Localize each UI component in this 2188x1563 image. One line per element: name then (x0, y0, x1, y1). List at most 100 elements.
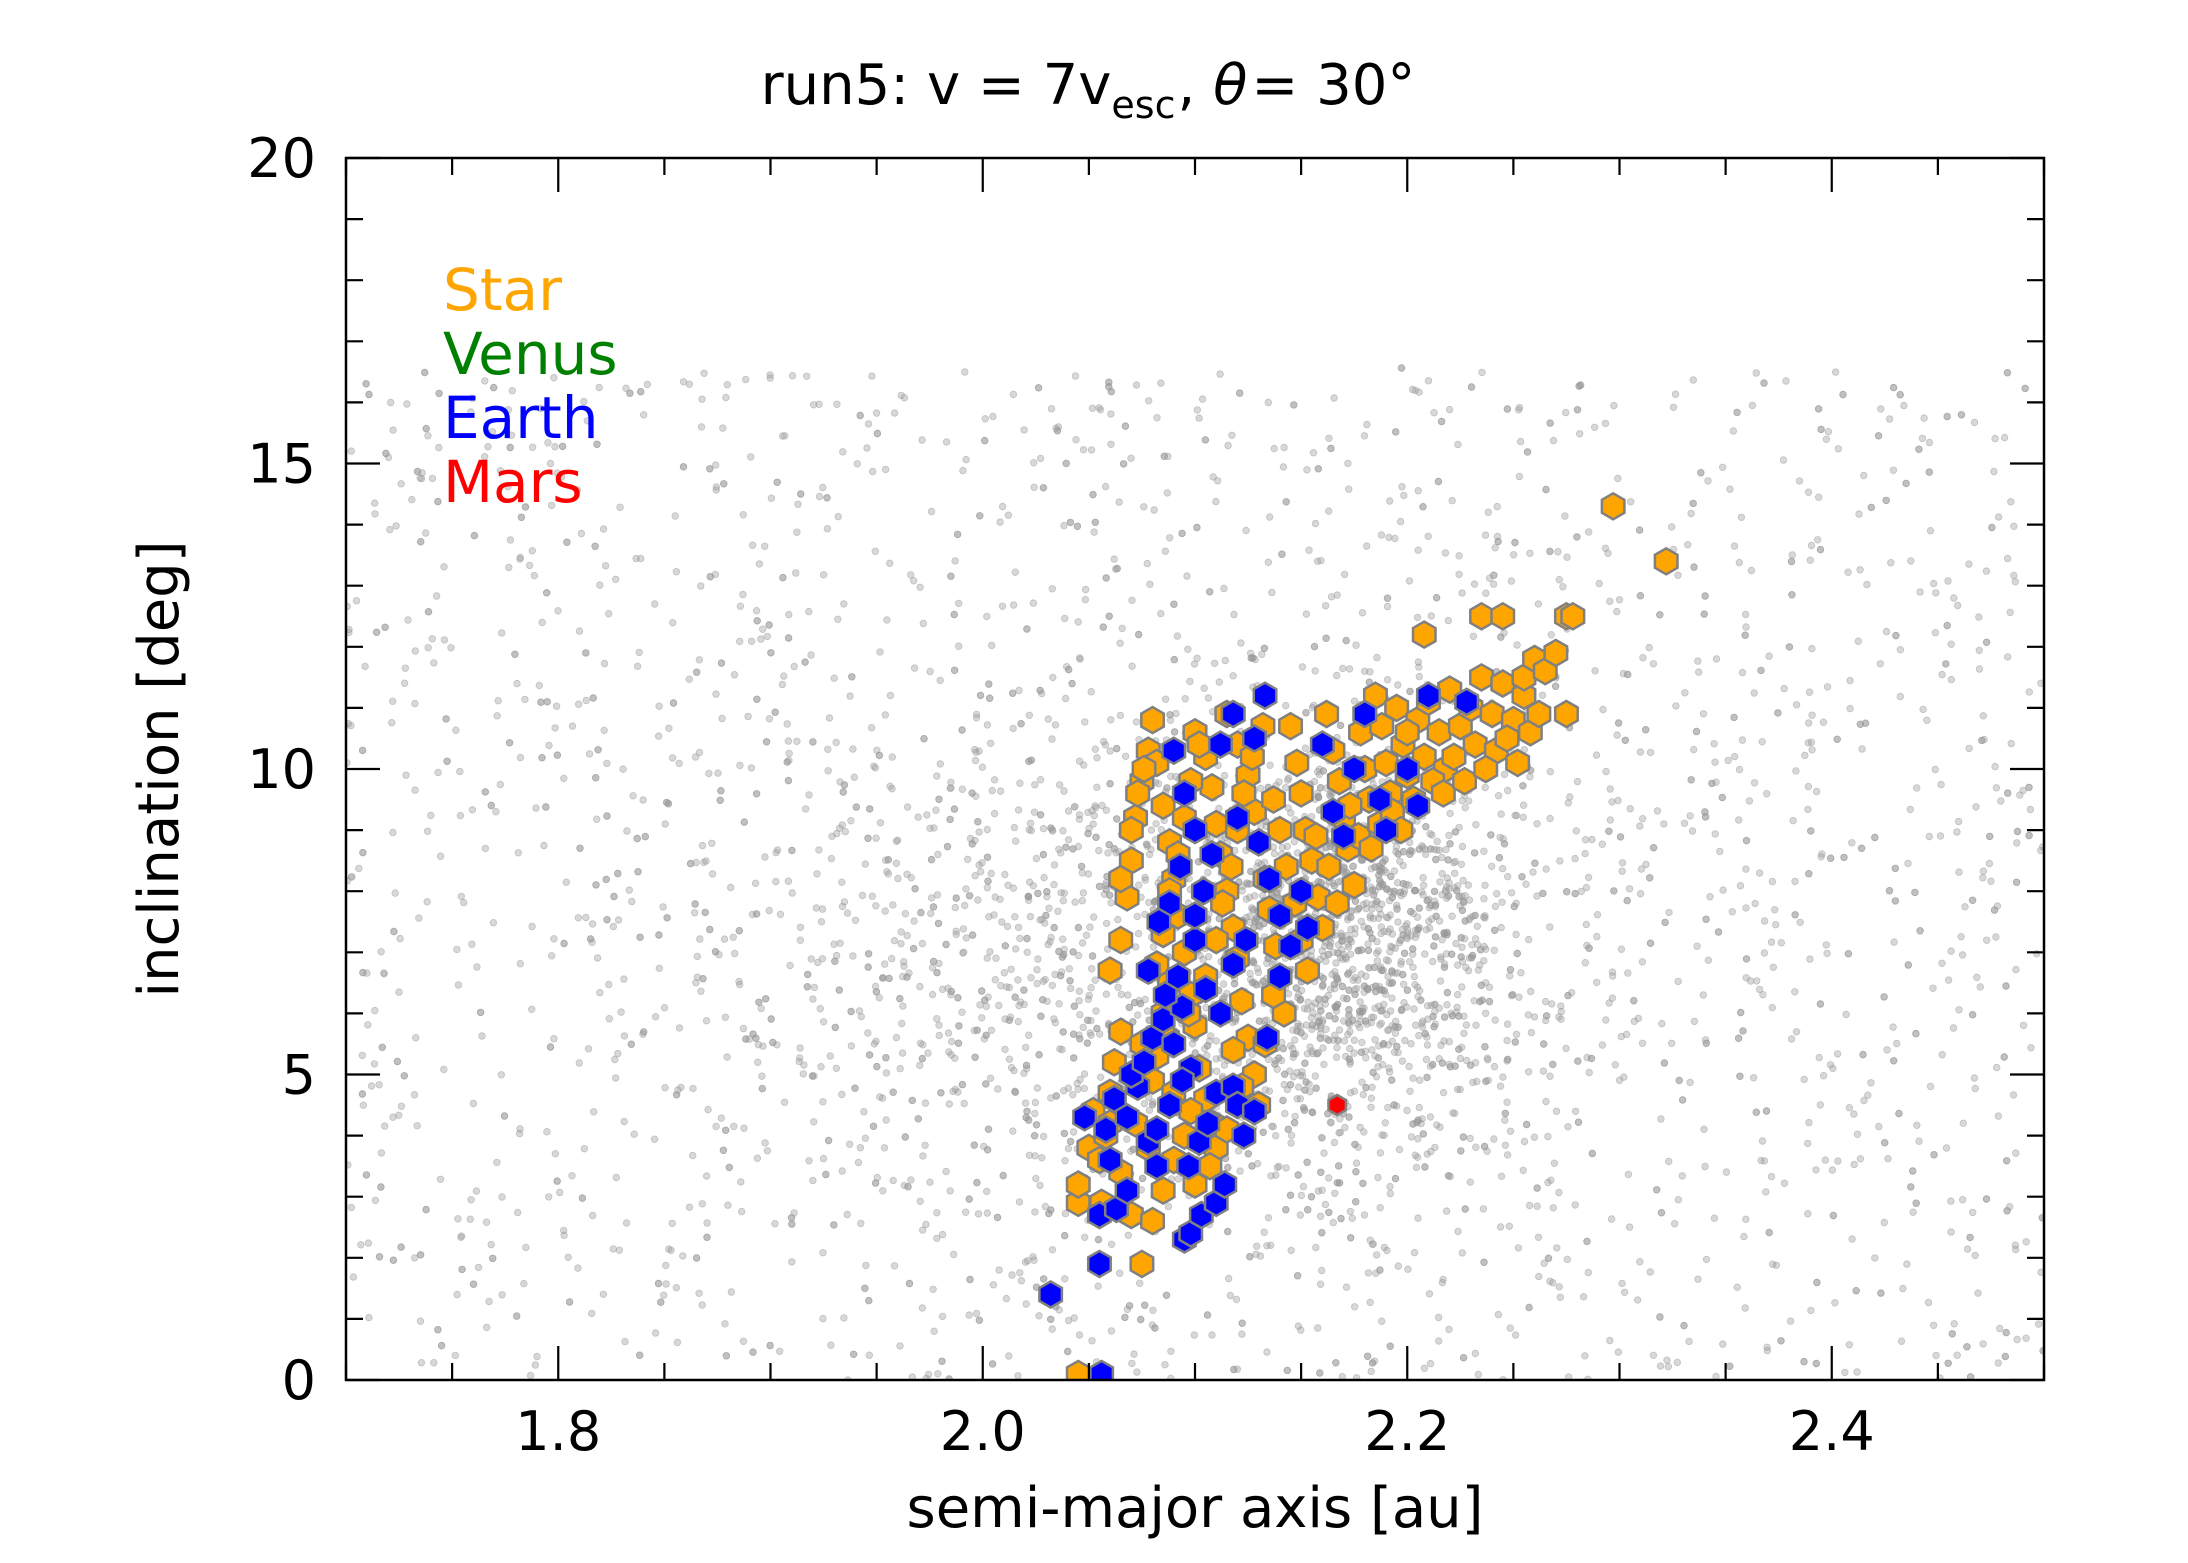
background-point (761, 853, 769, 861)
background-point (1392, 901, 1401, 909)
background-point (955, 599, 963, 608)
background-point (1015, 686, 1023, 695)
background-point (1247, 904, 1256, 912)
background-point (1553, 1244, 1561, 1252)
background-point (1143, 1007, 1152, 1015)
background-point (1925, 438, 1934, 447)
background-point (1992, 933, 2000, 941)
background-point (1826, 1061, 1835, 1069)
background-point (1271, 1060, 1279, 1068)
background-point (1332, 1053, 1341, 1061)
background-point (1950, 1320, 1958, 1328)
background-point (1092, 833, 1100, 841)
background-point (1730, 713, 1738, 722)
background-point (983, 721, 992, 729)
background-point (668, 1219, 676, 1227)
background-point (2025, 831, 2033, 840)
background-point (1503, 1098, 1511, 1106)
background-point (1880, 1218, 1888, 1227)
background-point (488, 428, 497, 436)
background-point (1106, 780, 1114, 788)
background-point (754, 1058, 762, 1066)
background-point (695, 656, 704, 664)
background-point (1445, 1037, 1453, 1046)
background-point (686, 859, 695, 868)
background-point (1788, 591, 1796, 599)
background-point (1487, 831, 1495, 839)
background-point (1428, 1060, 1437, 1069)
background-point (1011, 913, 1019, 921)
background-point (1519, 801, 1528, 809)
background-point (846, 692, 854, 700)
background-point (1265, 1087, 1274, 1095)
background-point (359, 848, 367, 857)
background-point (754, 1040, 763, 1049)
background-point (1426, 1359, 1435, 1368)
background-point (1030, 1131, 1039, 1140)
background-point (411, 647, 419, 655)
background-point (1088, 1337, 1096, 1345)
background-point (1739, 1027, 1747, 1035)
background-point (1966, 1233, 1974, 1242)
background-point (516, 960, 524, 968)
background-point (1419, 881, 1428, 889)
background-point (1164, 1202, 1173, 1211)
background-point (785, 610, 793, 619)
background-point (1082, 931, 1091, 939)
background-point (1333, 1043, 1341, 1052)
background-point (1022, 1300, 1030, 1308)
background-point (1405, 577, 1414, 585)
background-point (1005, 1055, 1014, 1063)
background-point (840, 781, 849, 789)
background-point (933, 1015, 941, 1023)
background-point (971, 1053, 979, 1061)
background-point (1101, 741, 1110, 749)
background-point (1458, 943, 1466, 951)
background-point (864, 963, 872, 971)
background-point (1423, 1073, 1431, 1082)
background-point (1391, 1029, 1400, 1037)
background-point (1281, 784, 1290, 792)
background-point (427, 811, 435, 820)
background-point (489, 1254, 497, 1263)
background-point (1015, 1198, 1024, 1206)
background-point (1559, 583, 1567, 591)
background-point (1546, 923, 1554, 931)
background-point (1244, 1150, 1252, 1158)
background-point (1637, 865, 1646, 873)
background-point (942, 1167, 950, 1176)
background-point (1313, 557, 1322, 565)
background-point (1700, 610, 1708, 618)
background-point (730, 1122, 738, 1131)
background-point (1325, 434, 1333, 442)
background-point (1991, 762, 1999, 771)
background-point (1117, 990, 1126, 999)
background-point (982, 1002, 990, 1011)
background-point (1458, 906, 1467, 914)
background-point (1681, 689, 1689, 697)
background-point (1196, 951, 1204, 960)
background-point (1014, 806, 1023, 814)
background-point (1491, 544, 1499, 552)
background-point (511, 650, 519, 658)
background-point (1274, 1054, 1283, 1062)
background-point (1505, 1222, 1513, 1230)
background-point (1070, 803, 1079, 811)
background-point (1501, 1109, 1509, 1118)
background-point (920, 735, 928, 743)
background-point (514, 849, 522, 857)
background-point (1394, 681, 1402, 689)
background-point (712, 461, 720, 469)
background-point (1481, 783, 1489, 792)
background-point (1419, 891, 1427, 899)
background-point (1058, 935, 1067, 943)
background-point (596, 581, 604, 589)
background-point (840, 600, 848, 608)
background-point (1045, 904, 1053, 912)
background-point (1074, 618, 1082, 626)
background-point (689, 1084, 697, 1093)
background-point (596, 989, 604, 997)
background-point (1334, 1162, 1343, 1170)
background-point (978, 859, 986, 867)
background-point (1477, 981, 1486, 989)
